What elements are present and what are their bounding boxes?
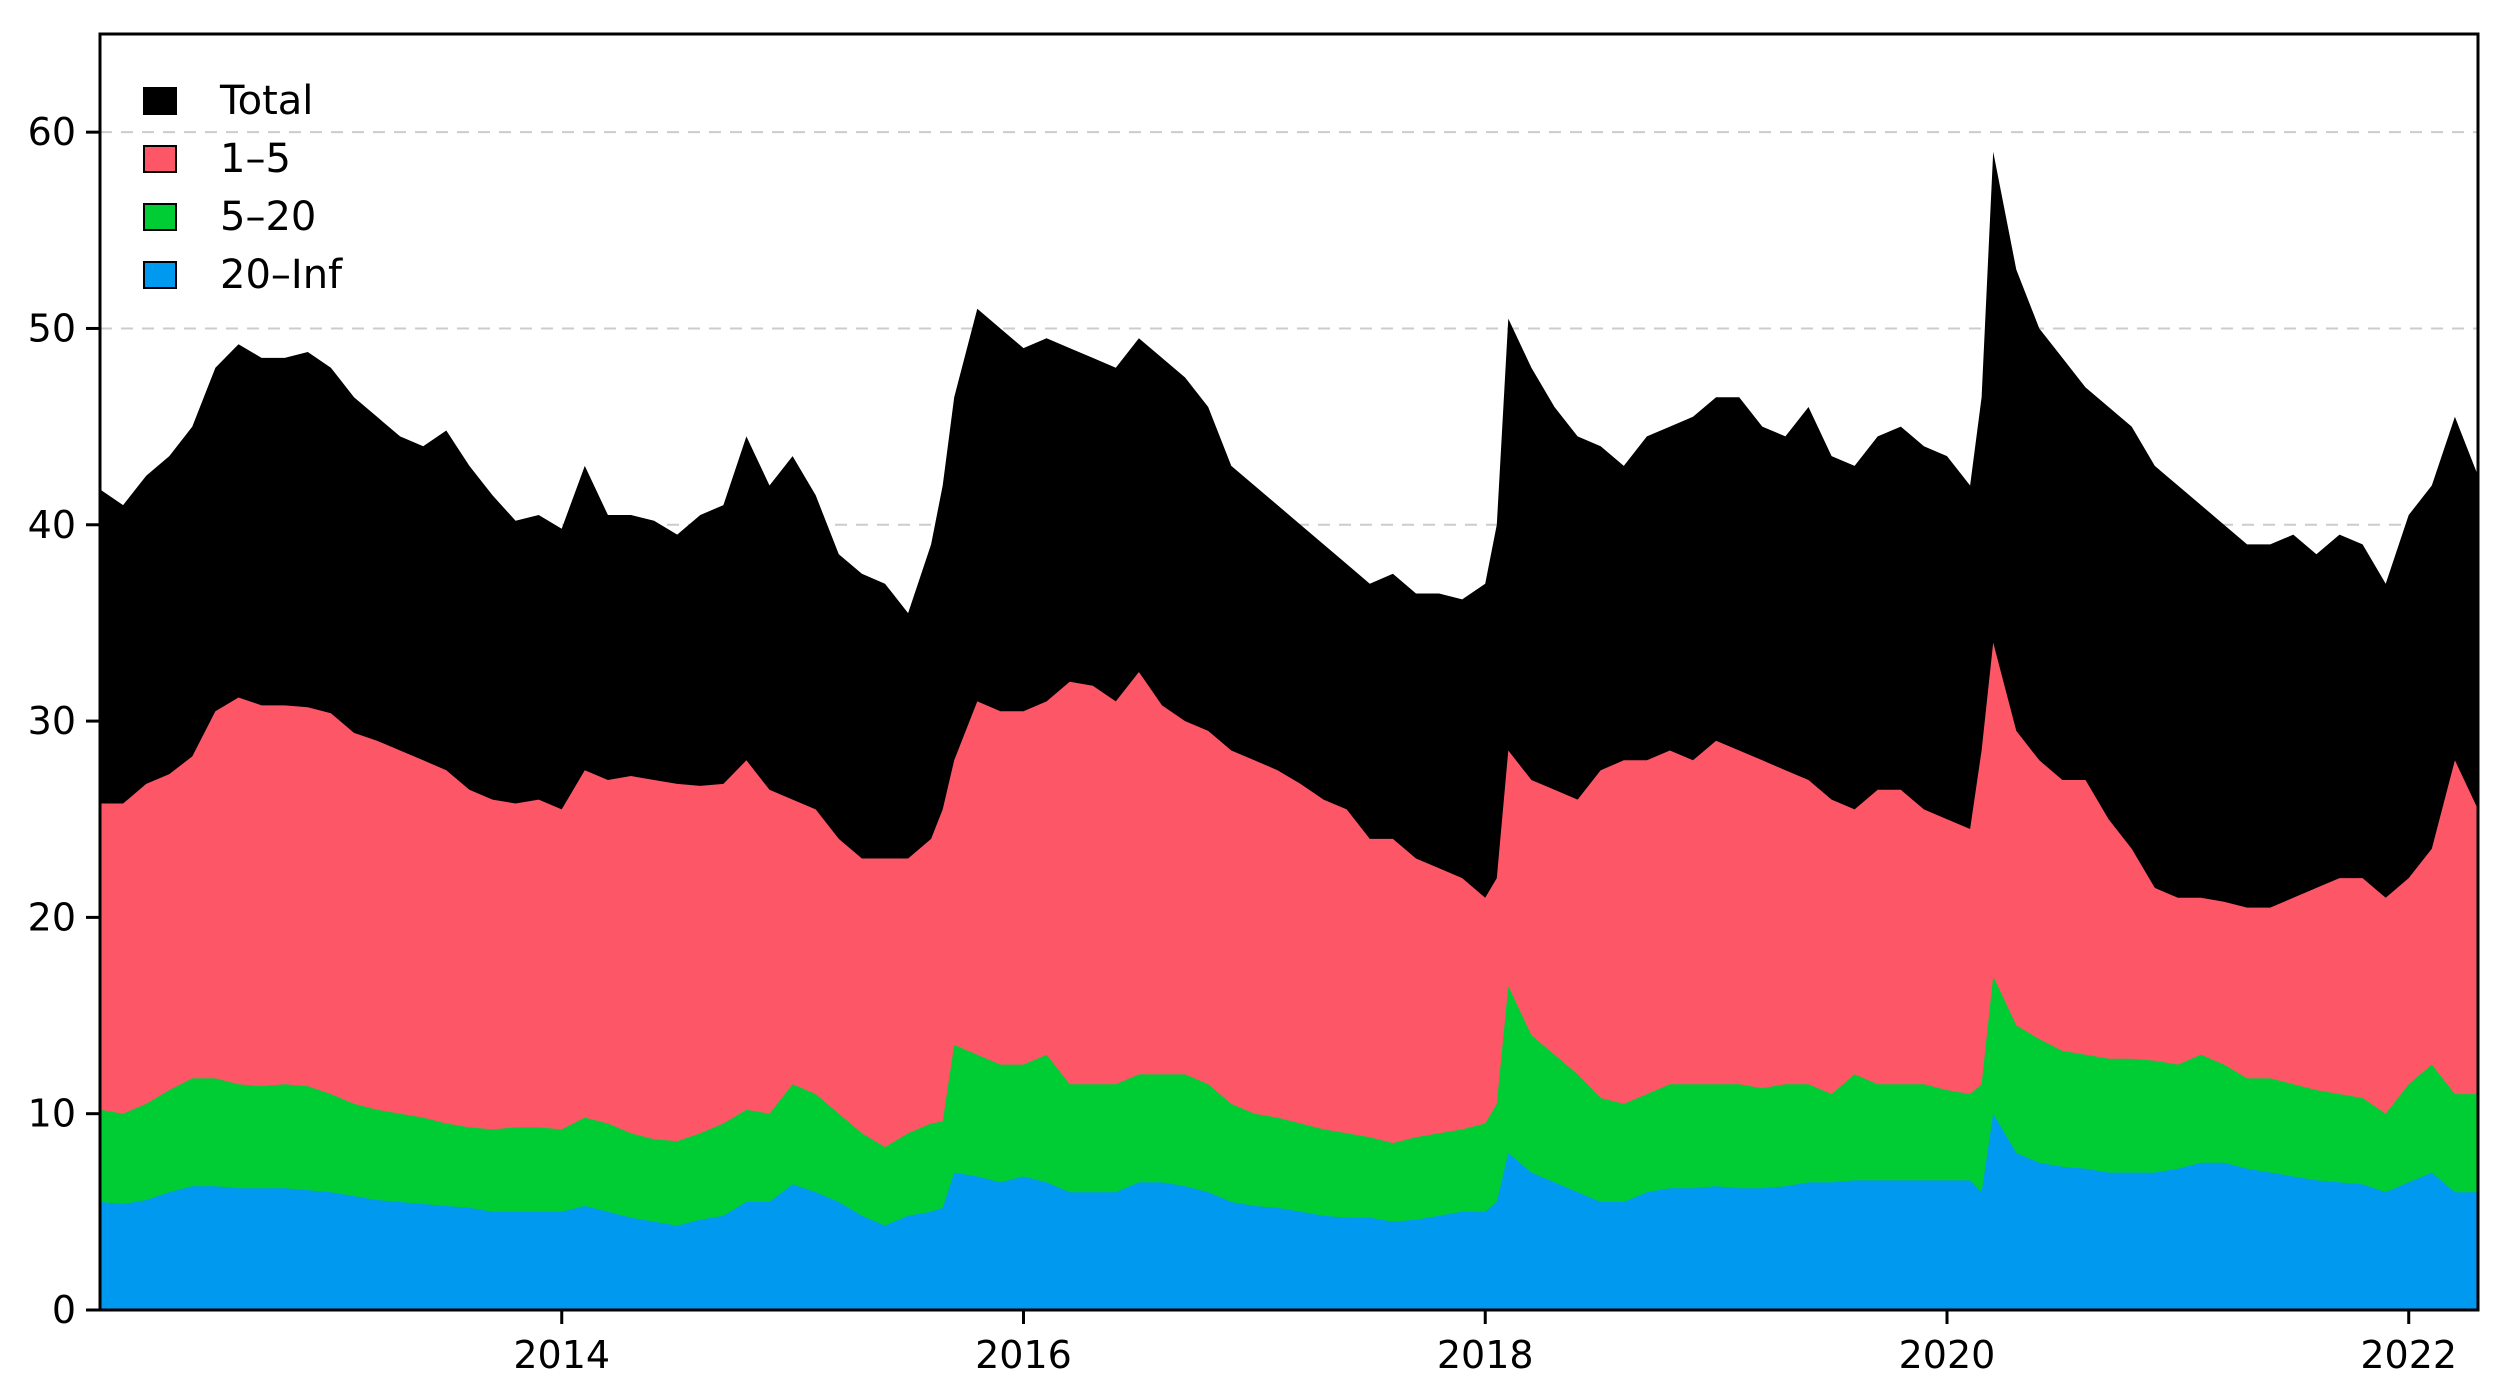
legend: Total 1–5 5–20 20–Inf: [143, 78, 343, 298]
legend-label-1-5: 1–5: [220, 136, 291, 182]
stacked-areas: [100, 151, 2478, 1310]
x-tick-label: 2022: [2360, 1333, 2457, 1377]
x-tick-label: 2014: [513, 1333, 610, 1377]
legend-swatch-1-5: [143, 145, 177, 173]
plot-frame: [98, 32, 2480, 1312]
y-tick-label: 0: [52, 1288, 76, 1332]
x-tick-label: 2020: [1899, 1333, 1996, 1377]
legend-label-5-20: 5–20: [220, 194, 316, 240]
legend-label-20-inf: 20–Inf: [220, 252, 343, 298]
y-tick-label: 40: [28, 503, 76, 547]
area-20-inf: [100, 1113, 2478, 1310]
legend-swatch-5-20: [143, 203, 177, 231]
axes: 0 10 20 30 40 50 60 2014 2016 2018 2020 2022: [28, 110, 2457, 1377]
x-tick-label: 2018: [1437, 1333, 1534, 1377]
legend-swatch-20-inf: [143, 261, 177, 289]
y-tick-label: 60: [28, 110, 76, 154]
y-tick-label: 30: [28, 699, 76, 743]
legend-swatch-total: [143, 87, 177, 115]
y-tick-label: 20: [28, 895, 76, 939]
x-tick-label: 2016: [975, 1333, 1072, 1377]
legend-label-total: Total: [219, 78, 313, 124]
y-tick-label: 50: [28, 306, 76, 350]
y-tick-label: 10: [28, 1092, 76, 1136]
